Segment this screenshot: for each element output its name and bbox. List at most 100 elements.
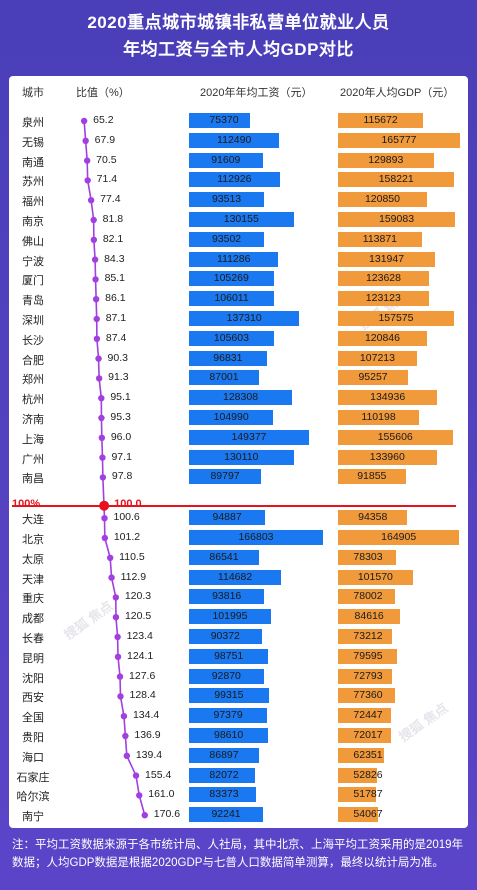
chart-title-line2: 年均工资与全市人均GDP对比	[123, 40, 354, 59]
city-label: 济南	[22, 414, 44, 426]
gdp-value-label: 123628	[365, 272, 401, 285]
gdp-value-label: 107213	[359, 351, 395, 364]
wage-bar	[189, 609, 271, 625]
city-label: 佛山	[22, 235, 44, 248]
ratio-point	[98, 395, 105, 402]
ratio-point	[114, 633, 121, 641]
ratio-value-label: 120.3	[124, 590, 152, 603]
gdp-value-label: 134936	[370, 391, 406, 404]
city-label: 南宁	[22, 811, 44, 824]
gdp-bar	[338, 708, 392, 724]
gdp-bar	[338, 648, 397, 664]
gdp-bar	[338, 569, 413, 585]
gdp-bar	[338, 449, 437, 465]
ratio-value-label: 71.4	[96, 173, 118, 186]
city-label: 厦门	[22, 275, 44, 288]
gdp-bar	[338, 113, 424, 128]
wage-value-label: 91609	[211, 153, 241, 166]
wage-value-label: 114682	[217, 570, 253, 583]
gdp-value-label: 123123	[365, 292, 401, 305]
city-label: 贵阳	[22, 732, 44, 744]
wage-value-label: 86541	[209, 550, 239, 563]
gdp-bar	[338, 767, 377, 783]
gdp-value-label: 157575	[378, 312, 414, 324]
wage-bar	[189, 291, 275, 307]
gdp-bar	[338, 629, 392, 644]
gdp-value-label: 78002	[353, 590, 383, 603]
gdp-value-label: 159083	[379, 213, 415, 225]
wage-value-label: 86897	[209, 748, 239, 761]
wage-bar	[189, 152, 263, 168]
city-label: 合肥	[22, 354, 44, 367]
ratio-point	[99, 454, 106, 461]
gdp-bar	[338, 212, 456, 227]
wage-bar	[189, 132, 280, 148]
wage-value-label: 89797	[210, 470, 240, 483]
ratio-point	[92, 276, 99, 283]
header-ratio: 比值（%）	[76, 87, 130, 99]
wage-bar	[189, 390, 293, 406]
ratio-value-label: 155.4	[145, 768, 172, 781]
gdp-value-label: 120850	[364, 193, 400, 206]
wage-value-label: 149377	[231, 430, 267, 443]
ratio-point	[123, 752, 131, 759]
ratio-value-label: 161.0	[148, 788, 175, 801]
wage-bar	[189, 350, 267, 366]
ratio-point	[108, 574, 115, 581]
wage-bar	[189, 429, 309, 445]
gdp-bar	[338, 132, 460, 148]
gdp-bar	[338, 271, 429, 287]
gdp-value-label: 73212	[353, 630, 383, 642]
gdp-value-label: 158221	[378, 173, 414, 186]
gdp-value-label: 131947	[369, 252, 405, 265]
wage-value-label: 90372	[210, 630, 240, 642]
ratio-value-label: 70.5	[96, 153, 117, 166]
ratio-point	[132, 772, 140, 779]
city-label: 上海	[22, 433, 44, 446]
wage-value-label: 83373	[209, 788, 239, 801]
wage-bar	[189, 688, 269, 704]
wage-bar	[189, 113, 250, 128]
gdp-value-label: 54067	[353, 808, 383, 821]
ratio-point	[95, 355, 102, 362]
header-gdp: 2020年人均GDP（元）	[340, 87, 455, 99]
gdp-value-label: 113871	[362, 232, 398, 245]
wage-bar	[189, 807, 264, 823]
ratio-point	[141, 812, 148, 819]
wage-bar	[189, 648, 269, 664]
wage-bar	[189, 410, 274, 425]
city-label: 青岛	[22, 295, 44, 308]
wage-bar	[189, 530, 323, 545]
wage-value-label: 93502	[211, 232, 242, 245]
gdp-value-label: 72793	[353, 669, 383, 682]
ratio-value-label: 101.2	[113, 531, 141, 543]
city-label: 太原	[22, 553, 44, 566]
wage-value-label: 112926	[217, 173, 252, 186]
wage-bar	[189, 629, 262, 644]
ratio-point	[92, 296, 100, 303]
city-label: 北京	[22, 534, 44, 546]
gdp-value-label: 164905	[381, 531, 417, 543]
ratio-point	[112, 614, 120, 621]
wage-value-label: 137310	[226, 312, 262, 324]
ratio-value-label: 77.4	[100, 193, 121, 206]
wage-value-label: 93513	[211, 193, 242, 206]
wage-value-label: 87001	[209, 371, 239, 384]
wage-bar	[189, 708, 268, 724]
ratio-value-label: 90.3	[107, 351, 128, 364]
ratio-point	[101, 534, 109, 542]
wage-value-label: 93816	[212, 590, 242, 603]
wage-bar	[189, 589, 265, 605]
wage-value-label: 99315	[214, 689, 244, 702]
reference-value: 100.0	[114, 497, 142, 510]
gdp-value-label: 62351	[353, 748, 383, 761]
wage-bar	[189, 271, 274, 287]
gdp-bar	[338, 172, 455, 188]
ratio-value-label: 110.5	[119, 550, 145, 563]
city-label: 深圳	[22, 315, 44, 327]
wage-value-label: 106011	[214, 292, 249, 305]
ratio-point	[83, 157, 91, 164]
ratio-value-label: 95.1	[110, 391, 131, 404]
wage-value-label: 104990	[213, 411, 249, 423]
